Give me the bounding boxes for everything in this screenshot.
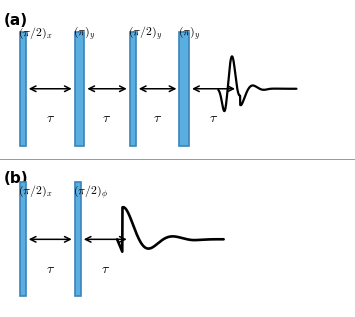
Text: $(\pi)_y$: $(\pi)_y$: [178, 25, 200, 42]
Text: $\tau$: $\tau$: [153, 111, 162, 125]
Text: (b): (b): [4, 171, 28, 186]
Text: $\tau$: $\tau$: [209, 111, 218, 125]
Bar: [75, 182, 81, 296]
Text: $(\pi)_y$: $(\pi)_y$: [73, 25, 95, 42]
Bar: [75, 32, 84, 146]
Text: $(\pi/2)_x$: $(\pi/2)_x$: [18, 25, 52, 41]
Text: (a): (a): [4, 13, 28, 28]
Text: $\tau$: $\tau$: [103, 111, 111, 125]
Bar: [130, 32, 136, 146]
Bar: [179, 32, 189, 146]
Text: $\tau$: $\tau$: [101, 262, 110, 275]
Text: $(\pi/2)_x$: $(\pi/2)_x$: [18, 184, 52, 199]
Text: $(\pi/2)_{\phi}$: $(\pi/2)_{\phi}$: [73, 184, 108, 201]
Bar: [20, 182, 26, 296]
Bar: [20, 32, 26, 146]
Text: $\tau$: $\tau$: [46, 262, 55, 275]
Text: $\tau$: $\tau$: [46, 111, 55, 125]
Text: $(\pi/2)_y$: $(\pi/2)_y$: [128, 25, 162, 42]
